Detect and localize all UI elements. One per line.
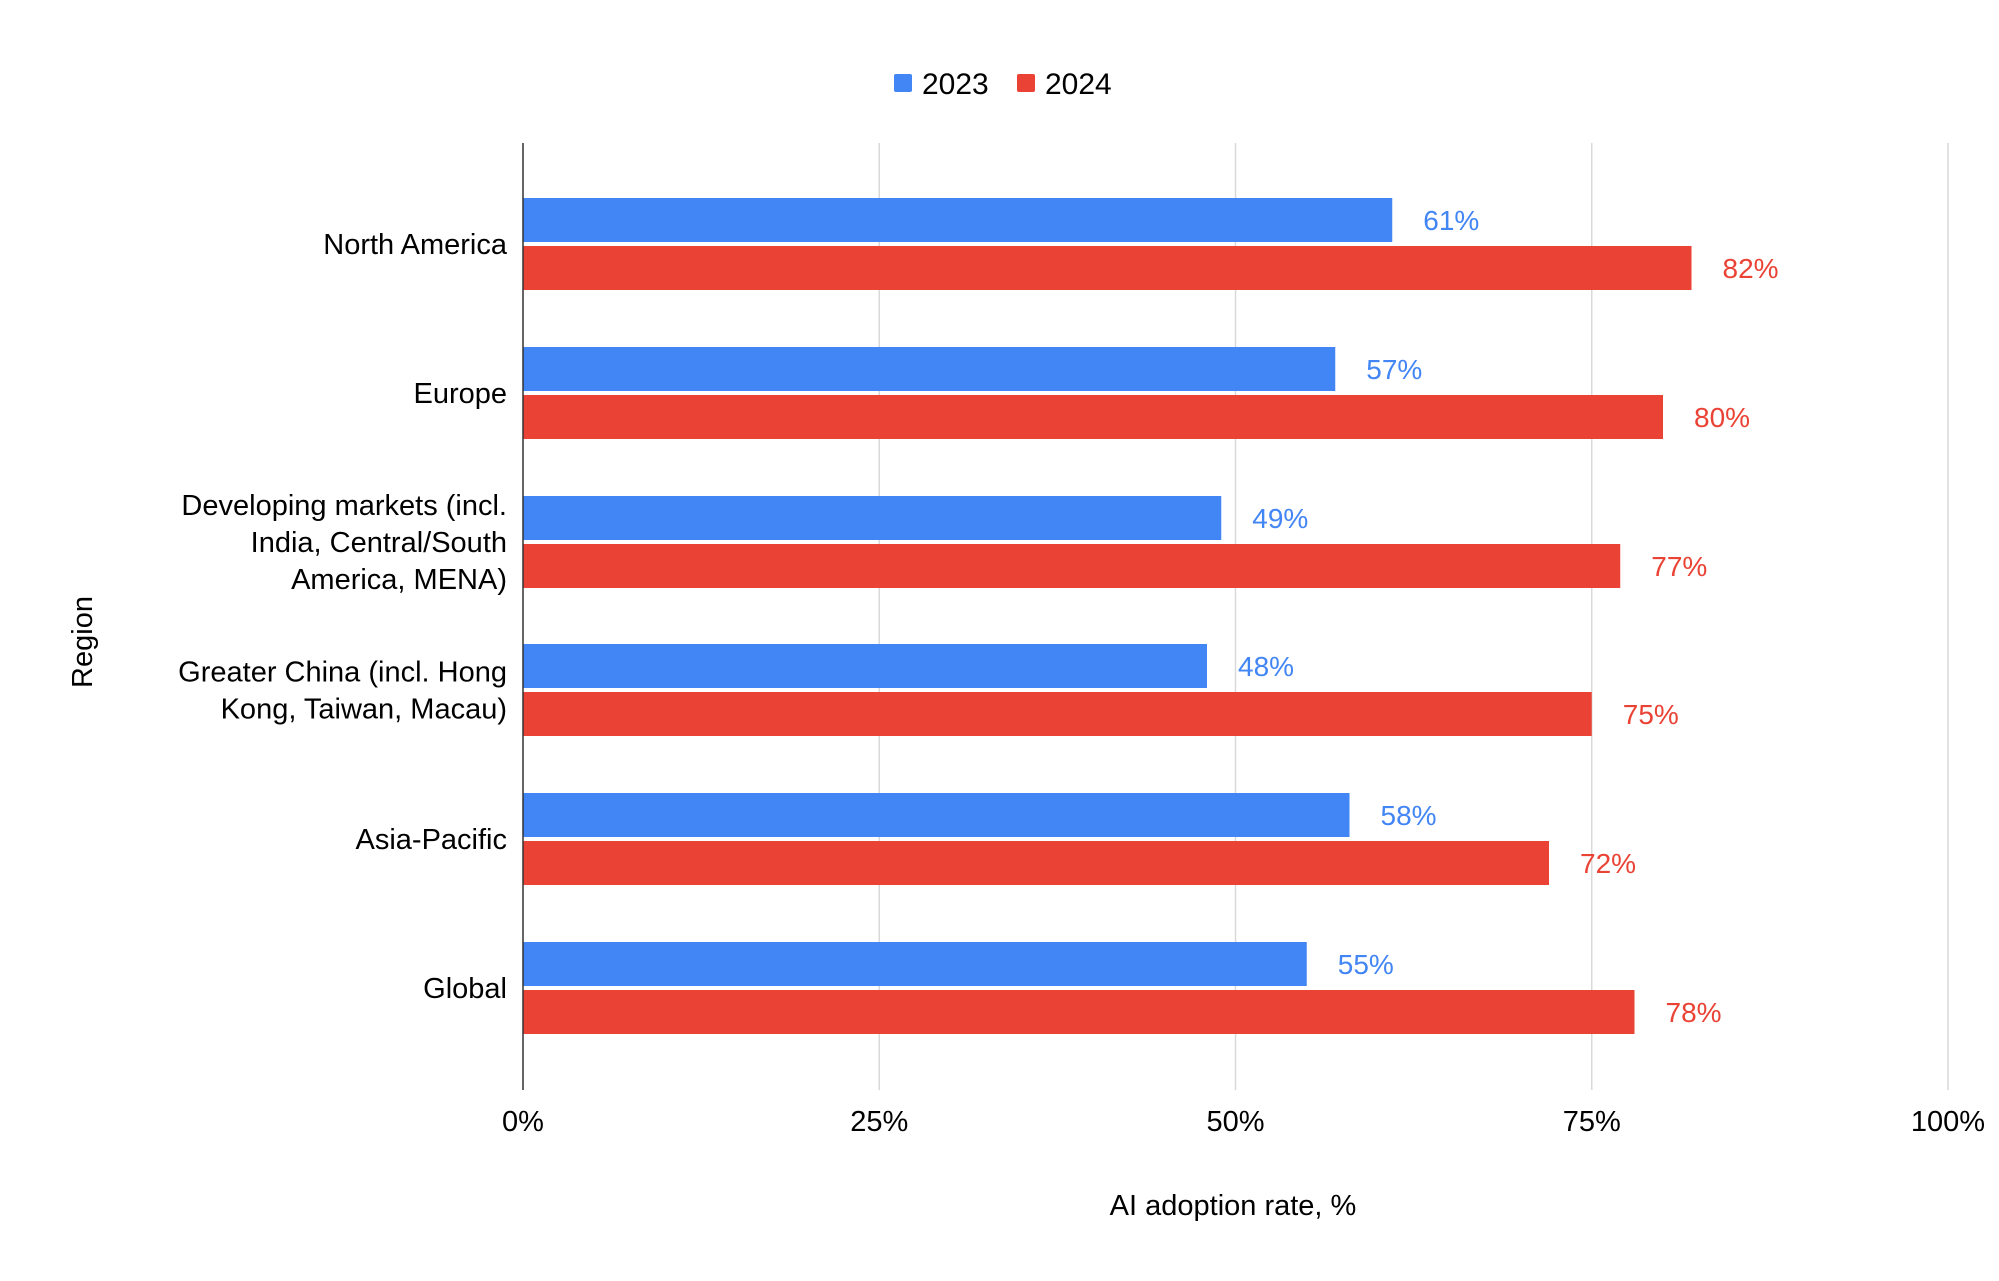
bar-2024-2 (523, 544, 1621, 588)
bar-2023-1 (523, 347, 1336, 391)
data-label-2024-2: 77% (1651, 551, 1707, 582)
category-label-2: Developing markets (incl. India, Central/… (181, 490, 507, 596)
category-label-0: North America (323, 229, 508, 261)
bar-2023-2 (523, 496, 1222, 540)
data-label-2024-1: 80% (1694, 402, 1750, 433)
data-label-2023-0: 61% (1423, 205, 1479, 236)
bar-2023-3 (523, 644, 1207, 688)
y-axis-title: Region (67, 596, 99, 688)
category-label-line: Global (423, 973, 507, 1005)
bar-2024-4 (523, 841, 1549, 885)
legend-swatch-2023 (894, 74, 912, 92)
legend: 2023 2024 (894, 68, 1112, 101)
bar-2023-4 (523, 793, 1350, 837)
data-label-2023-2: 49% (1252, 503, 1308, 534)
data-label-2024-3: 75% (1623, 699, 1679, 730)
data-label-2023-3: 48% (1238, 651, 1294, 682)
legend-swatch-2024 (1017, 74, 1035, 92)
data-label-2024-5: 78% (1666, 997, 1722, 1028)
category-label-1: Europe (413, 378, 507, 410)
x-tick-label-25: 25% (850, 1106, 908, 1138)
category-label-5: Global (423, 973, 507, 1005)
data-label-2023-5: 55% (1338, 949, 1394, 980)
data-label-2023-1: 57% (1366, 354, 1422, 385)
category-label-line: America, MENA) (291, 564, 507, 596)
x-tick-label-75: 75% (1563, 1106, 1621, 1138)
x-tick-label-50: 50% (1206, 1106, 1264, 1138)
bar-2023-5 (523, 942, 1307, 986)
bar-2024-3 (523, 692, 1592, 736)
category-label-line: Europe (413, 378, 507, 410)
category-label-line: Greater China (incl. Hong (178, 657, 507, 689)
category-label-line: Kong, Taiwan, Macau) (221, 694, 507, 726)
data-label-2023-4: 58% (1381, 800, 1437, 831)
data-label-2024-4: 72% (1580, 848, 1636, 879)
category-label-4: Asia-Pacific (356, 824, 508, 856)
x-axis-title: AI adoption rate, % (1110, 1190, 1357, 1222)
bar-2024-5 (523, 990, 1635, 1034)
x-tick-labels: 0% 25% 50% 75% 100% (502, 1106, 1985, 1138)
category-label-line: Asia-Pacific (356, 824, 508, 856)
bar-2024-0 (523, 246, 1692, 290)
x-tick-label-100: 100% (1911, 1106, 1985, 1138)
legend-label-2024: 2024 (1045, 68, 1112, 101)
category-labels: North America Europe Developing markets (i… (178, 229, 508, 1005)
data-labels: 61% 57% 49% 48% 58% 55% 82% 80% 77% 75% 72% 78% (1238, 205, 1779, 1028)
bars (523, 198, 1692, 1034)
category-label-3: Greater China (incl. Hong Kong, Taiwan, M… (178, 657, 507, 726)
data-label-2024-0: 82% (1723, 253, 1779, 284)
gridlines (878, 143, 1949, 1090)
legend-label-2023: 2023 (922, 68, 989, 101)
bar-2023-0 (523, 198, 1393, 242)
category-label-line: Developing markets (incl. (181, 490, 507, 522)
category-label-line: North America (323, 229, 508, 261)
category-label-line: India, Central/South (251, 527, 507, 559)
bar-2024-1 (523, 395, 1663, 439)
x-tick-label-0: 0% (502, 1106, 544, 1138)
